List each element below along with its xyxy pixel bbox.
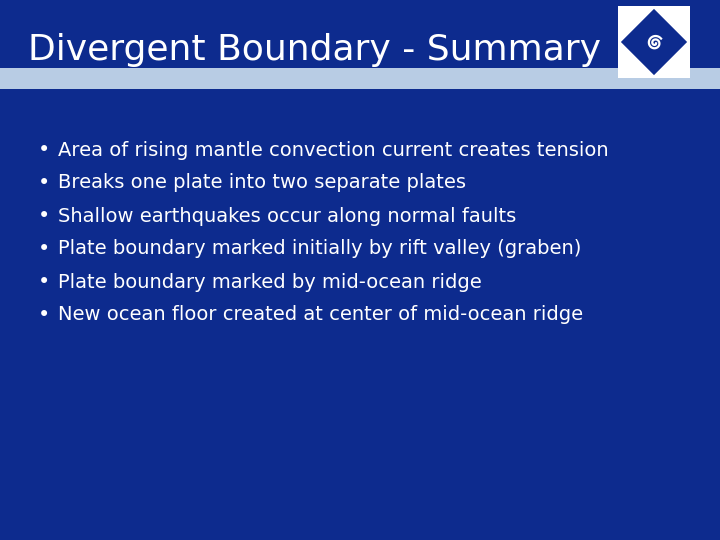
Text: Plate boundary marked initially by rift valley (graben): Plate boundary marked initially by rift …	[58, 240, 581, 259]
Text: •: •	[38, 305, 50, 325]
Text: •: •	[38, 239, 50, 259]
Text: Plate boundary marked by mid-ocean ridge: Plate boundary marked by mid-ocean ridge	[58, 273, 482, 292]
Text: •: •	[38, 173, 50, 193]
Text: Divergent Boundary - Summary: Divergent Boundary - Summary	[28, 33, 601, 67]
Text: •: •	[38, 206, 50, 226]
Text: Area of rising mantle convection current creates tension: Area of rising mantle convection current…	[58, 140, 608, 159]
FancyBboxPatch shape	[0, 68, 720, 89]
Text: Breaks one plate into two separate plates: Breaks one plate into two separate plate…	[58, 173, 466, 192]
Polygon shape	[621, 9, 687, 75]
Text: New ocean floor created at center of mid-ocean ridge: New ocean floor created at center of mid…	[58, 306, 583, 325]
FancyBboxPatch shape	[618, 6, 690, 78]
Text: •: •	[38, 272, 50, 292]
Text: Shallow earthquakes occur along normal faults: Shallow earthquakes occur along normal f…	[58, 206, 516, 226]
Text: •: •	[38, 140, 50, 160]
